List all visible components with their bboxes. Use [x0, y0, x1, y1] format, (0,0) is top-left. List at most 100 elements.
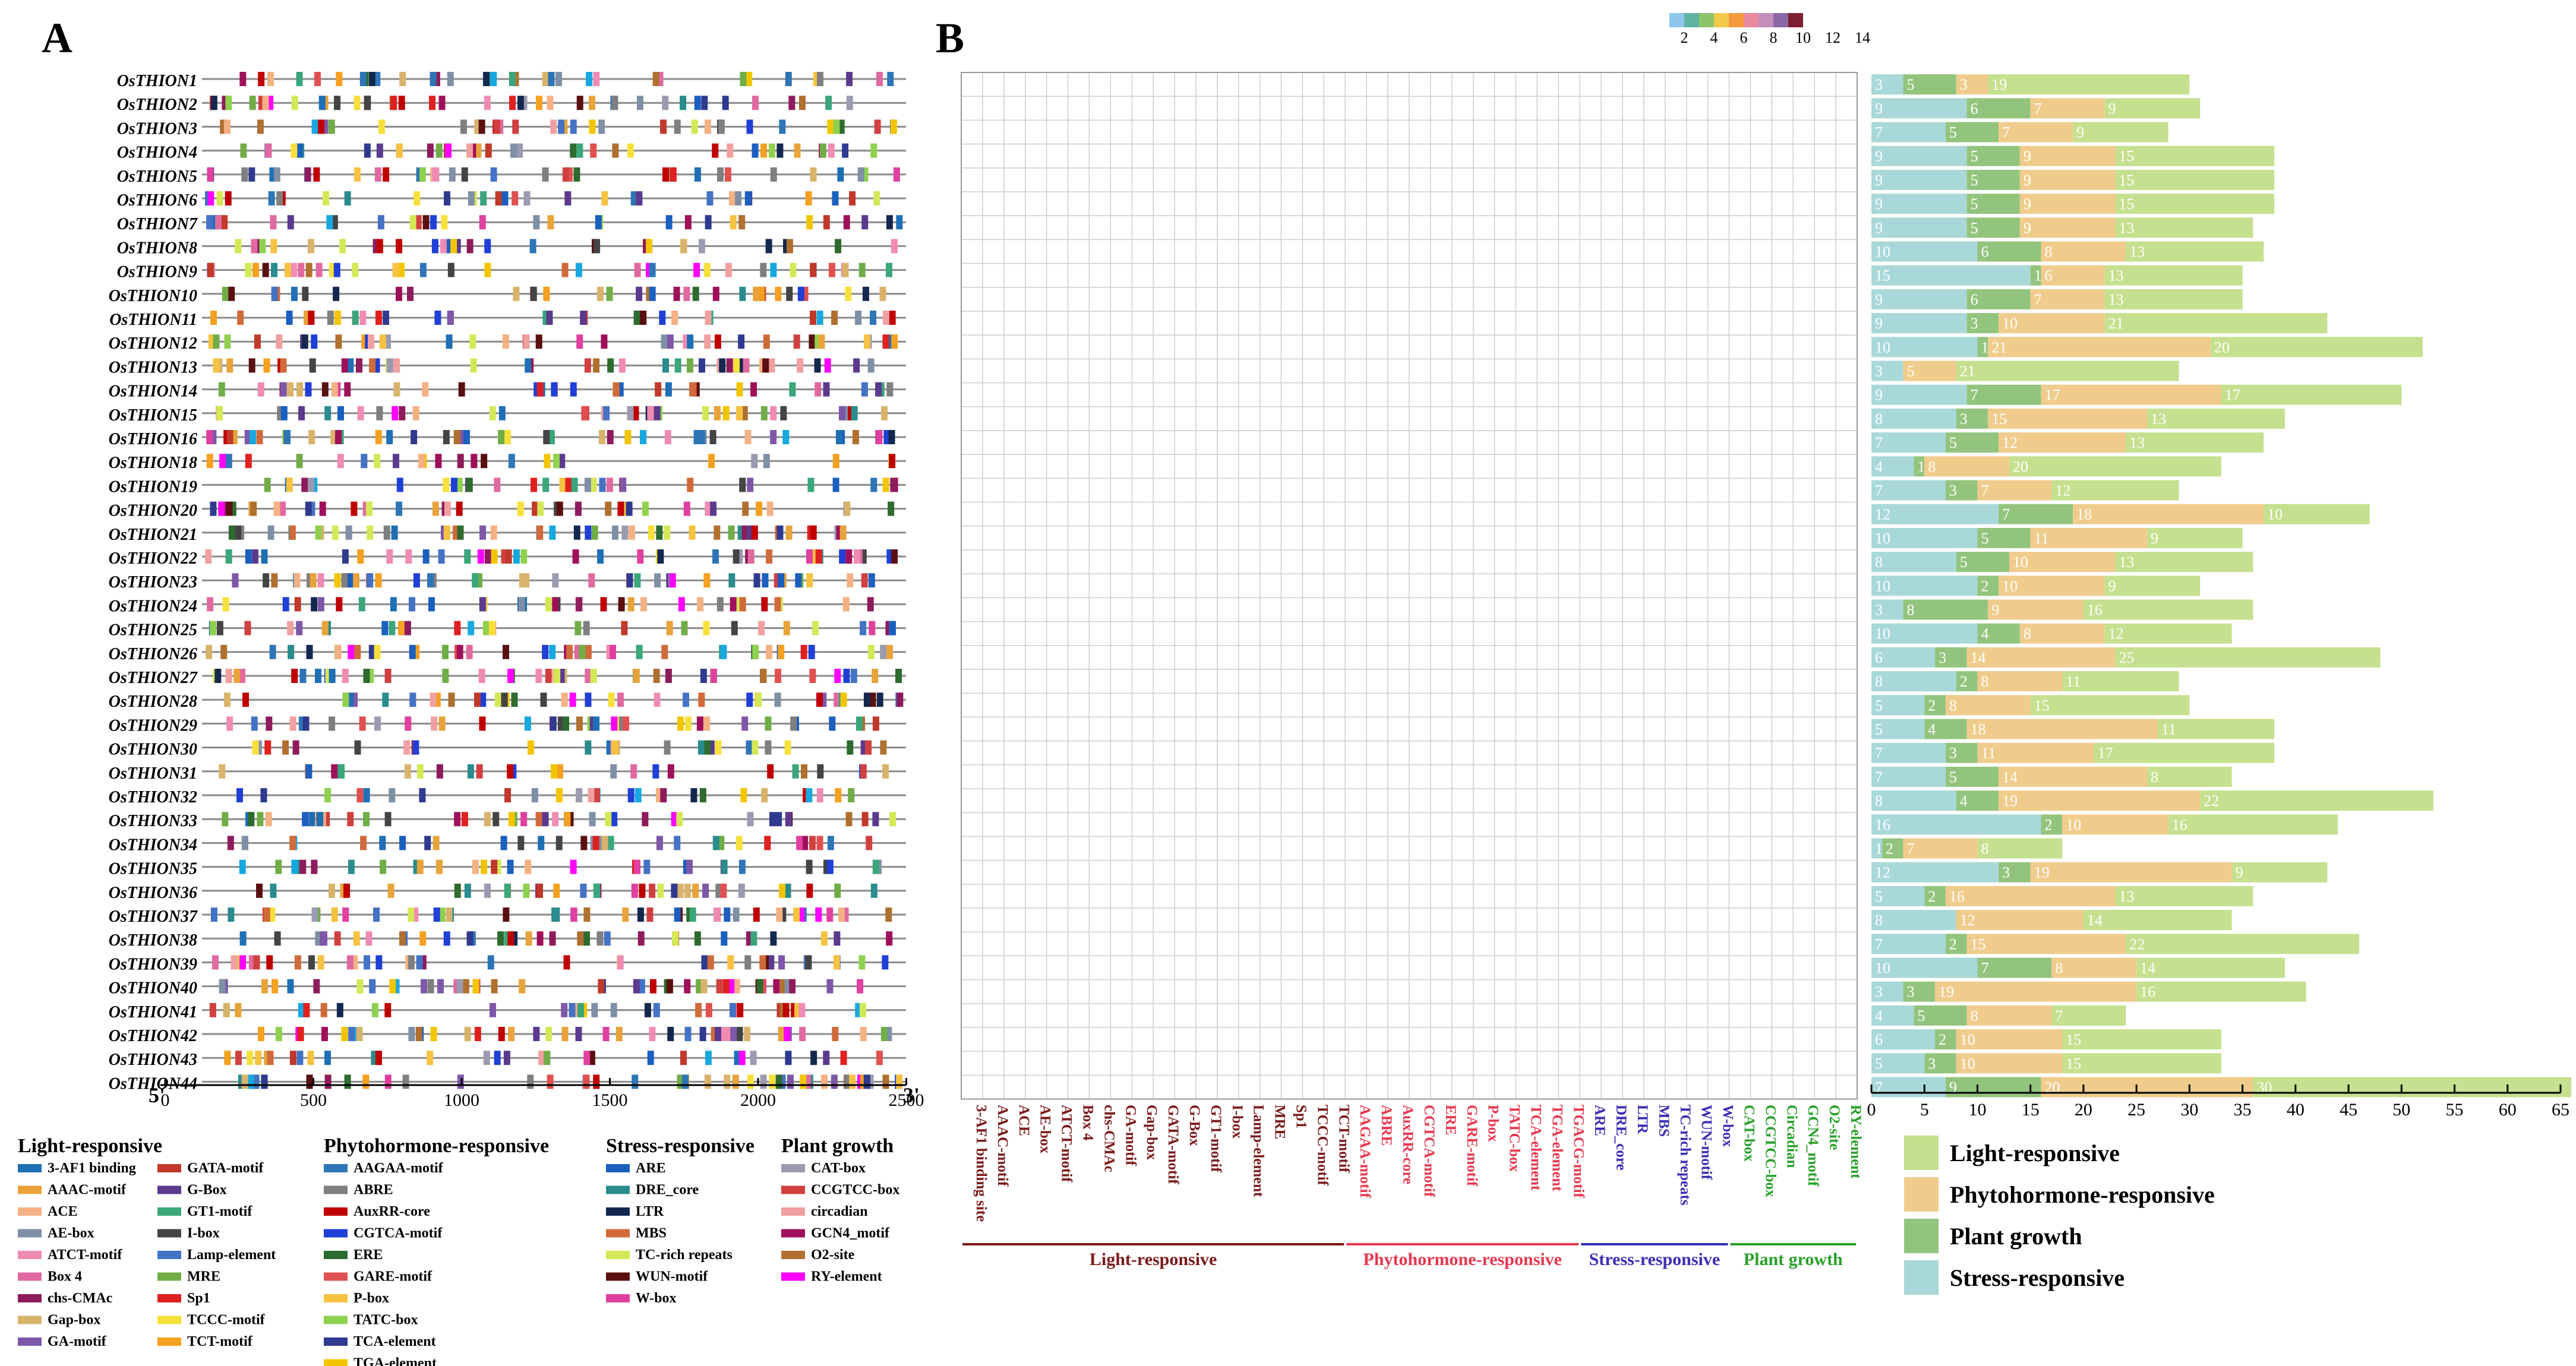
motif-mark [364, 143, 371, 158]
motif-mark [483, 72, 490, 86]
motif-mark [342, 693, 349, 707]
heatmap-cell [1302, 859, 1325, 885]
motif-mark [661, 644, 668, 659]
bar-value-label: 16 [2172, 816, 2187, 833]
heatmap-cell [961, 573, 983, 599]
motif-mark [430, 693, 437, 707]
heatmap-cell [1366, 263, 1388, 288]
heatmap-cell [1344, 382, 1367, 407]
heatmap-cell [1835, 645, 1858, 670]
motif-mark [577, 931, 584, 946]
panel-a-label: A [42, 14, 72, 62]
heatmap-cell [1153, 1027, 1175, 1052]
heatmap-cell [1131, 693, 1154, 718]
bar-value-label: 9 [1875, 291, 1883, 308]
heatmap-cell [1046, 931, 1069, 957]
motif-mark [533, 215, 540, 230]
bar-segment [2041, 384, 2221, 405]
heatmap-column-label: MRE [1272, 1105, 1288, 1139]
heatmap-cell [1430, 501, 1453, 527]
bar-segment [1871, 719, 1925, 739]
heatmap-cell [1472, 716, 1495, 742]
motif-mark [227, 836, 234, 850]
motif-mark [525, 931, 532, 946]
bar-segment [1945, 886, 2116, 906]
heatmap-cell [1579, 96, 1602, 121]
bar-segment [1956, 1053, 2063, 1074]
motif-mark [835, 788, 842, 802]
heatmap-cell [1814, 1051, 1836, 1076]
heatmap-cell [1131, 167, 1154, 192]
heatmap-cell [1792, 96, 1815, 121]
motif-mark [527, 740, 534, 755]
motif-mark [857, 167, 864, 182]
motif-mark [507, 931, 514, 946]
motif-mark [593, 1074, 600, 1089]
heatmap-cell [982, 215, 1005, 241]
motif-mark [759, 955, 766, 970]
motif-mark [448, 693, 455, 707]
motif-mark [770, 931, 777, 946]
motif-mark [705, 1051, 712, 1065]
motif-mark [809, 311, 816, 325]
motif-mark [275, 859, 282, 874]
heatmap-cell [1366, 143, 1388, 169]
motif-mark [533, 1027, 540, 1041]
gene-label: OsTHION14 [109, 382, 197, 401]
heatmap-cell [1430, 1074, 1453, 1100]
heatmap-cell [1024, 907, 1047, 932]
motif-mark [607, 836, 614, 850]
motif-mark [716, 597, 724, 612]
heatmap-cell [1280, 263, 1303, 288]
motif-mark [857, 979, 864, 994]
motif-mark [525, 859, 532, 874]
heatmap-cell [1536, 311, 1560, 336]
heatmap-cell [1280, 72, 1303, 97]
heatmap-cell [1046, 358, 1069, 384]
motif-mark [333, 286, 340, 301]
heatmap-cell [1728, 836, 1751, 861]
heatmap-cell [1686, 478, 1709, 503]
heatmap-cell [1472, 812, 1495, 837]
heatmap-cell [1131, 526, 1154, 551]
heatmap-cell [1323, 955, 1346, 981]
motif-mark [296, 143, 303, 158]
heatmap-cell [1515, 119, 1538, 145]
heatmap-cell [1024, 191, 1047, 216]
heatmap-cell [1174, 1051, 1197, 1076]
heatmap-cell [1003, 549, 1026, 574]
motif-mark [755, 693, 762, 707]
heatmap-cell [1110, 215, 1132, 241]
motif-mark [334, 311, 341, 325]
heatmap-cell [1024, 549, 1047, 574]
heatmap-cell [1003, 287, 1026, 312]
bar-segment [2104, 289, 2243, 309]
bar-value-label: 7 [1875, 434, 1883, 451]
legend-label: GA-motif [48, 1334, 107, 1349]
motif-mark [694, 931, 701, 946]
bar-segment [1871, 910, 1956, 931]
bar-segment [1945, 432, 1999, 453]
heatmap-cell [1707, 836, 1730, 861]
bar-value-label: 13 [2119, 888, 2134, 905]
motif-mark [882, 311, 889, 325]
heatmap-cell [1472, 1051, 1495, 1076]
motif-mark [580, 311, 587, 325]
heatmap-cell [961, 382, 983, 407]
heatmap-cell [1003, 836, 1026, 861]
heatmap-cell [1024, 119, 1047, 145]
heatmap-column-label: GT1-motif [1208, 1105, 1224, 1173]
heatmap-cell [1515, 1027, 1538, 1052]
heatmap-cell [1472, 764, 1495, 789]
heatmap-cell [1302, 788, 1325, 813]
legend-label: TCA-element [353, 1334, 436, 1349]
heatmap-cell [1814, 430, 1836, 455]
bar-value-label: 12 [2108, 625, 2124, 643]
motif-mark [618, 597, 625, 612]
bar-segment [2041, 241, 2126, 262]
motif-mark [261, 979, 268, 994]
motif-mark [228, 525, 235, 540]
bar-value-label: 15 [2066, 1031, 2081, 1048]
heatmap-cell [982, 454, 1005, 479]
motif-mark [843, 669, 850, 683]
